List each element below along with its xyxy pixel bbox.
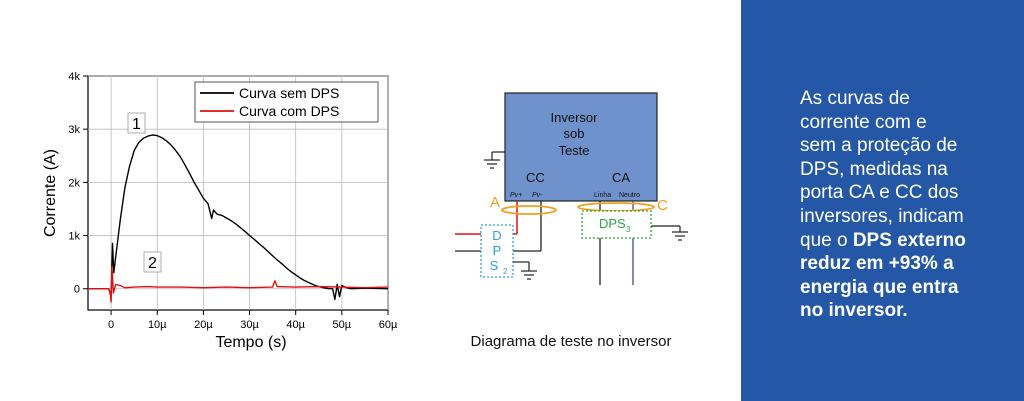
curve-1-marker: 1 [127, 112, 146, 134]
x-tick-label: 10µ [148, 319, 167, 331]
summary-panel [741, 0, 1024, 401]
summary-text-normal: inversores, indicam [800, 205, 964, 227]
summary-line: energia que entra [800, 276, 1000, 300]
summary-text-bold: energia que entra [800, 276, 959, 298]
x-tick-label: 20µ [194, 319, 213, 331]
dps2-ground-icon [513, 261, 537, 280]
inverter-label-line2: sob [564, 126, 585, 141]
dps3-label: DPS [599, 216, 626, 231]
summary-line: inversores, indicam [800, 205, 1000, 229]
x-tick-label: 60µ [379, 319, 398, 331]
summary-line: reduz em +93% a [800, 252, 1000, 276]
summary-text-bold: reduz em +93% a [800, 253, 954, 275]
series-line-com-dps [88, 266, 389, 303]
y-tick-label: 1k [68, 231, 80, 243]
summary-line: As curvas de [800, 87, 1000, 111]
pv-plus-label: Pv+ [510, 192, 522, 199]
cc-port-label: CC [526, 170, 545, 185]
legend-label-sem-dps: Curva sem DPS [239, 85, 339, 101]
series-line-sem-dps [88, 134, 389, 301]
probe-a-label: A [490, 194, 500, 211]
summary-line: que o DPS externo [800, 229, 1000, 253]
dps2-letter-d: D [492, 228, 501, 243]
x-tick-label: 40µ [286, 319, 305, 331]
inverter-ground-icon [484, 151, 505, 169]
x-tick-label: 0 [108, 319, 114, 331]
dps2-letter-p: P [493, 243, 502, 258]
current-probe-a [501, 205, 557, 215]
svg-text:1: 1 [132, 116, 141, 133]
y-tick-label: 3k [68, 124, 80, 136]
linha-label: Linha [594, 192, 611, 199]
summary-text-normal: porta CA e CC dos [800, 182, 959, 204]
summary-text-bold: DPS externo [852, 229, 966, 251]
neutro-label: Neutro [619, 192, 640, 199]
dps2-letter-s: S [490, 258, 499, 273]
x-tick-label: 30µ [240, 319, 259, 331]
summary-text-normal: As curvas de [800, 88, 910, 109]
inverter-label-line1: Inversor [551, 110, 599, 125]
inverter-box [504, 92, 658, 202]
svg-text:2: 2 [148, 255, 157, 272]
summary-line: DPS, medidas na [800, 158, 1000, 182]
y-tick-label: 2k [68, 177, 80, 189]
summary-text-normal: que o [800, 229, 853, 251]
ca-port-label: CA [612, 170, 630, 185]
y-axis-label: Corrente (A) [42, 149, 59, 237]
summary-text-normal: corrente com e [800, 111, 927, 133]
summary-line: no inversor. [800, 299, 1000, 323]
summary-text: As curvas de corrente com e sem a proteção… [800, 87, 1000, 323]
pv-minus-label: Pv- [532, 192, 543, 199]
dps3-ground-icon [651, 225, 688, 241]
summary-text-bold: no inversor. [800, 300, 908, 322]
y-tick-label: 0 [74, 284, 80, 296]
probe-c-label: C [657, 197, 668, 214]
x-tick-label: 50µ [333, 319, 352, 331]
dps3-subscript: 3 [626, 225, 631, 234]
summary-line: porta CA e CC dos [800, 181, 1000, 205]
legend: Curva sem DPS Curva com DPS [194, 81, 379, 123]
legend-label-com-dps: Curva com DPS [239, 103, 339, 119]
y-tick-label: 4k [68, 71, 80, 83]
x-axis-label: Tempo (s) [215, 334, 286, 351]
summary-line: corrente com e [800, 111, 1000, 135]
diagram-caption: Diagrama de teste no inversor [471, 333, 672, 350]
summary-line: sem a proteção de [800, 134, 1000, 158]
inverter-label-line3: Teste [558, 143, 589, 158]
dps2-subscript: 2 [503, 267, 508, 276]
current-probe-c [577, 202, 655, 212]
curve-2-marker: 2 [143, 251, 162, 273]
summary-text-normal: DPS, medidas na [800, 158, 948, 180]
summary-text-normal: sem a proteção de [800, 135, 958, 157]
dps3-box [581, 210, 652, 239]
dps2-box [480, 224, 514, 278]
